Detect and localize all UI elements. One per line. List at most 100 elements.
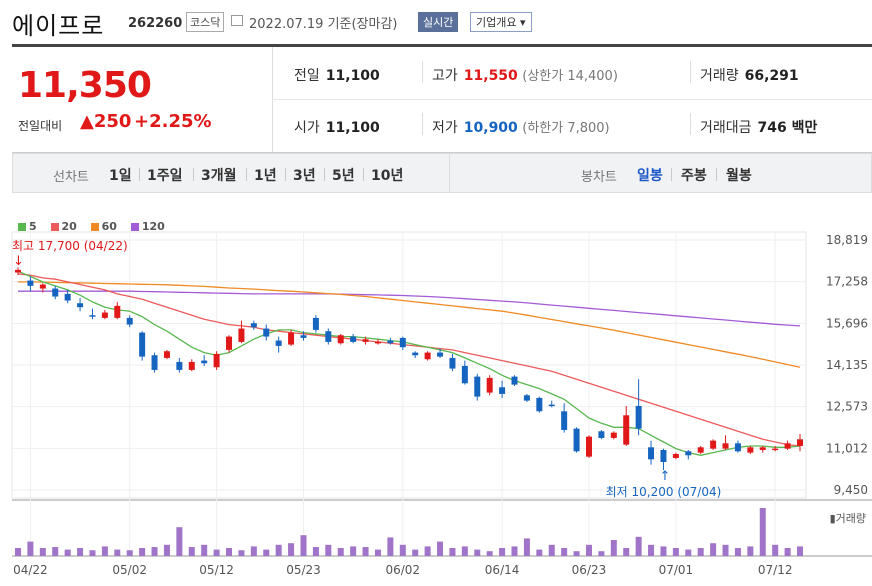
candle-body bbox=[561, 411, 568, 430]
volume-bar bbox=[598, 551, 605, 556]
legend-swatch bbox=[90, 223, 99, 231]
candle-body bbox=[598, 431, 605, 438]
tab-1w[interactable]: 1주일 bbox=[147, 168, 183, 184]
candle-body bbox=[585, 436, 592, 457]
volume-bar bbox=[511, 546, 518, 556]
quote-row-1: 전일 11,100 고가 11,550 (상한가 14,400) 거래량 66,291 bbox=[272, 47, 872, 100]
volume-bar bbox=[523, 538, 530, 556]
tab-3m[interactable]: 3개월 bbox=[201, 168, 237, 184]
tab-10y[interactable]: 10년 bbox=[371, 168, 404, 184]
volume-bar bbox=[226, 548, 233, 556]
x-tick-label: 07/01 bbox=[659, 563, 694, 577]
candle-body bbox=[114, 305, 121, 318]
tab-5y[interactable]: 5년 bbox=[332, 168, 355, 184]
volume-bar bbox=[561, 548, 568, 556]
candle-body bbox=[89, 315, 96, 317]
candle-body bbox=[350, 336, 357, 342]
x-tick-label: 04/22 bbox=[13, 563, 48, 577]
candle-body bbox=[188, 361, 195, 370]
legend-ma5: 5 bbox=[18, 220, 37, 233]
volume-bar bbox=[387, 537, 394, 556]
volume-bar bbox=[300, 535, 307, 556]
trade-amount: 거래대금 746 백만 bbox=[700, 120, 818, 136]
candle-body bbox=[734, 443, 741, 452]
chart-axes: 18,819 17,258 15,696 14,135 12,573 11,012 9,45… bbox=[13, 233, 868, 577]
legend-swatch bbox=[50, 223, 59, 231]
volume-bar bbox=[685, 549, 692, 556]
tab-1d[interactable]: 1일 bbox=[109, 168, 132, 184]
candle-chart-label: 봉차트 bbox=[581, 170, 617, 185]
volume-bar bbox=[672, 548, 679, 556]
line-chart-label: 선차트 bbox=[53, 170, 89, 185]
candle-body bbox=[710, 440, 717, 449]
x-tick-label: 05/12 bbox=[199, 563, 234, 577]
candle-body bbox=[275, 340, 282, 346]
volume-bar bbox=[101, 546, 108, 556]
company-overview-dropdown[interactable]: 기업개요 ▾ bbox=[470, 12, 532, 32]
candle-body bbox=[387, 340, 394, 344]
candle-body bbox=[263, 328, 270, 337]
tab-1y[interactable]: 1년 bbox=[254, 168, 277, 184]
volume-bar bbox=[52, 547, 59, 556]
candle-body bbox=[747, 447, 754, 453]
y-tick-label: 14,135 bbox=[826, 358, 868, 372]
candles bbox=[15, 267, 803, 470]
candle-body bbox=[412, 352, 419, 356]
candle-body bbox=[499, 387, 506, 394]
candle-body bbox=[374, 341, 381, 344]
volume-bar bbox=[275, 544, 282, 556]
y-tick-label: 9,450 bbox=[834, 483, 868, 497]
candle-body bbox=[325, 331, 332, 342]
volume-bar bbox=[759, 508, 766, 556]
open-price: 시가 11,100 bbox=[294, 120, 380, 136]
candle-body bbox=[573, 428, 580, 452]
high-price: 고가 11,550 (상한가 14,400) bbox=[432, 68, 618, 84]
stock-header: 에이프로 262260 코스닥 2022.07.19 기준(장마감) 실시간 기… bbox=[0, 0, 872, 44]
candle-body bbox=[362, 339, 369, 342]
volume-bar bbox=[39, 548, 46, 556]
volume-bar bbox=[424, 546, 431, 556]
volume-bar bbox=[747, 546, 754, 556]
legend-swatch bbox=[130, 223, 139, 231]
volume-bar bbox=[312, 547, 319, 556]
tab-monthly[interactable]: 월봉 bbox=[726, 168, 752, 184]
volume-bar bbox=[449, 548, 456, 556]
legend-ma20: 20 bbox=[50, 220, 77, 233]
candle-body bbox=[163, 351, 170, 358]
ma120-line bbox=[18, 290, 801, 327]
volume-bar bbox=[337, 548, 344, 556]
chart-annotations: 최고 17,700 (04/22)↓ ↑최저 10,200 (07/04) bbox=[12, 239, 721, 499]
candle-body bbox=[486, 377, 493, 393]
volume-bar bbox=[64, 549, 71, 556]
tab-weekly[interactable]: 주봉 bbox=[681, 168, 707, 184]
volume-bar bbox=[362, 547, 369, 556]
candle-body bbox=[474, 376, 481, 397]
volume-bar bbox=[163, 544, 170, 556]
candle-body bbox=[300, 335, 307, 338]
volume-bar bbox=[486, 551, 493, 556]
candle-body bbox=[623, 415, 630, 445]
change-label: 전일대비 bbox=[18, 119, 63, 133]
candle-body bbox=[759, 447, 766, 450]
volume-bar bbox=[610, 540, 617, 556]
candle-body bbox=[337, 335, 344, 344]
ma5-line bbox=[17, 270, 801, 456]
candle-body bbox=[39, 284, 46, 289]
volume-bar bbox=[437, 541, 444, 556]
y-tick-label: 17,258 bbox=[826, 275, 868, 289]
y-tick-label: 11,012 bbox=[826, 441, 868, 455]
volume-bar bbox=[573, 551, 580, 556]
candle-body bbox=[77, 303, 84, 308]
candle-body bbox=[511, 376, 518, 385]
realtime-button[interactable]: 실시간 bbox=[418, 12, 459, 32]
candle-body bbox=[685, 451, 692, 456]
volume-bar bbox=[151, 547, 158, 556]
legend-swatch bbox=[18, 223, 26, 231]
tab-3y[interactable]: 3년 bbox=[293, 168, 316, 184]
volume-bar bbox=[536, 549, 543, 556]
volume-bar bbox=[188, 547, 195, 556]
ma-legend: 5 20 60 120 bbox=[18, 220, 175, 233]
tab-daily[interactable]: 일봉 bbox=[637, 168, 663, 184]
quote-row-2: 시가 11,100 저가 10,900 (하한가 7,800) 거래대금 746 백만 bbox=[272, 99, 872, 151]
